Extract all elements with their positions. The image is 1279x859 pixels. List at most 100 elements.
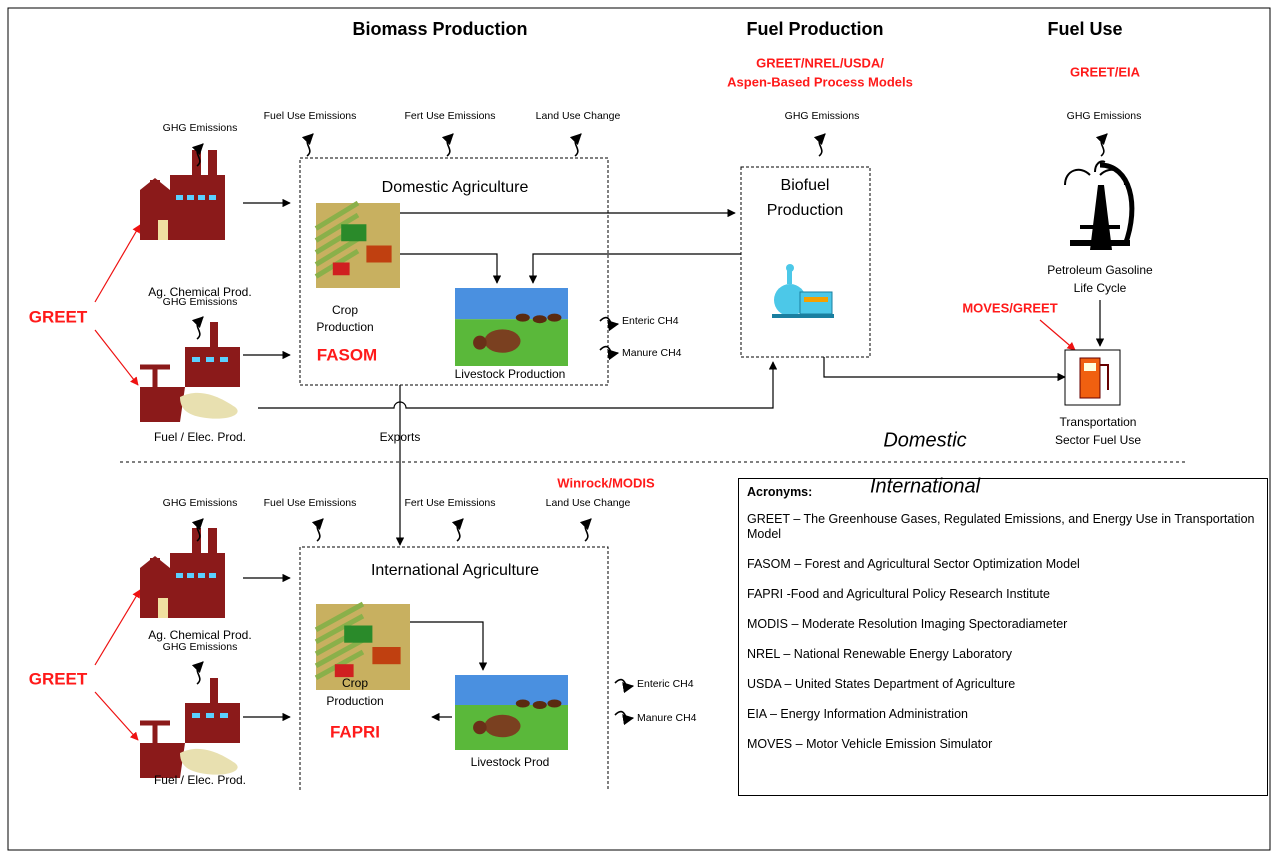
acronym-item: MODIS – Moderate Resolution Imaging Spec… — [747, 617, 1259, 632]
red-arrows — [94, 224, 1076, 741]
label: Petroleum Gasoline — [1047, 263, 1153, 277]
label: International — [870, 475, 981, 497]
label: GREET/EIA — [1070, 64, 1141, 79]
row — [314, 637, 365, 668]
ship — [140, 743, 185, 778]
label: Enteric CH4 — [622, 315, 679, 327]
label: Ag. Chemical Prod. — [148, 285, 251, 299]
cow — [484, 714, 521, 738]
window — [206, 713, 214, 718]
label: GHG Emissions — [785, 110, 860, 122]
label: Production — [326, 694, 383, 708]
window — [206, 357, 214, 362]
label: GHG Emissions — [163, 296, 238, 308]
label: GHG Emissions — [1067, 110, 1142, 122]
acronym-term: MODIS — [747, 617, 788, 631]
acronym-definition: – United States Department of Agricultur… — [784, 677, 1016, 691]
acronym-definition: – The Greenhouse Gases, Regulated Emissi… — [747, 512, 1255, 541]
factory-part — [192, 528, 201, 568]
row — [314, 236, 360, 267]
acronym-definition: – Forest and Agricultural Sector Optimiz… — [794, 557, 1080, 571]
label: Fert Use Emissions — [404, 497, 495, 509]
emission-squiggle — [579, 518, 592, 542]
acronyms-title: Acronyms: — [747, 485, 813, 499]
factory-icon — [140, 528, 225, 618]
factory-window — [187, 573, 194, 578]
tank — [140, 720, 170, 743]
acronym-term: FASOM — [747, 557, 791, 571]
acronym-item: MOVES – Motor Vehicle Emission Simulator — [747, 737, 1259, 752]
stack — [210, 678, 218, 708]
factory-part — [208, 150, 217, 190]
emission-squiggle — [1095, 133, 1108, 157]
acronym-item: GREET – The Greenhouse Gases, Regulated … — [747, 512, 1259, 542]
fuel-plant-icon — [140, 322, 240, 422]
label: Exports — [380, 430, 421, 444]
petroleum-icon — [1064, 160, 1135, 250]
emission-squiggle — [191, 143, 204, 167]
emission-squiggle — [191, 661, 204, 685]
label: Manure CH4 — [622, 347, 682, 359]
output-squiggle — [599, 345, 620, 361]
label: Fuel Use Emissions — [264, 110, 357, 122]
trailer — [372, 647, 401, 665]
cow — [484, 329, 521, 353]
label: Aspen-Based Process Models — [727, 74, 913, 89]
tractor — [332, 262, 350, 276]
fuel-plant-icon — [140, 678, 240, 778]
domestic-agriculture-box — [299, 157, 609, 386]
window — [220, 713, 228, 718]
tank — [140, 364, 170, 387]
label: FASOM — [317, 345, 377, 364]
label: Fuel / Elec. Prod. — [154, 430, 246, 444]
fuel-stream — [180, 392, 238, 419]
factory-window — [187, 195, 194, 200]
factory-window — [198, 573, 205, 578]
label: Sector Fuel Use — [1055, 433, 1141, 447]
emission-squiggle — [311, 518, 324, 542]
cow-far — [547, 699, 562, 708]
frame — [7, 7, 1271, 851]
emission-squiggle — [451, 518, 464, 542]
label: Fuel Production — [747, 19, 884, 39]
label: Production — [767, 202, 844, 219]
label: Fuel Use — [1047, 19, 1122, 39]
acronym-definition: – Energy Information Administration — [769, 707, 968, 721]
label: Manure CH4 — [637, 712, 697, 724]
output-squiggle — [614, 678, 635, 694]
acronym-item: EIA – Energy Information Administration — [747, 707, 1259, 722]
label: GREET — [29, 307, 88, 326]
biofuel-box — [740, 166, 871, 358]
acronym-definition: – National Renewable Energy Laboratory — [783, 647, 1012, 661]
factory-roof — [140, 556, 170, 568]
label: Crop — [342, 676, 368, 690]
acronym-term: NREL — [747, 647, 780, 661]
cow-head — [473, 335, 487, 350]
emission-squiggle — [191, 316, 204, 340]
label: Domestic Agriculture — [382, 179, 529, 196]
combine — [344, 625, 373, 643]
cow-far — [547, 313, 562, 322]
sky — [455, 675, 568, 705]
factory-door — [158, 598, 168, 618]
acronym-item: FAPRI -Food and Agricultural Policy Rese… — [747, 587, 1259, 602]
factory-window — [176, 573, 183, 578]
label: Livestock Prod — [471, 755, 550, 769]
row — [314, 200, 360, 231]
label: GHG Emissions — [163, 641, 238, 653]
factory-part — [192, 150, 201, 190]
acronym-item: NREL – National Renewable Energy Laborat… — [747, 647, 1259, 662]
tractor — [334, 664, 354, 678]
building — [185, 347, 240, 387]
label: GREET — [29, 669, 88, 688]
arrows — [243, 198, 1105, 722]
label: Fuel / Elec. Prod. — [154, 773, 246, 787]
label: Fuel Use Emissions — [264, 497, 357, 509]
crop-image — [314, 601, 410, 690]
factory-door — [158, 220, 168, 240]
pump-icon — [1064, 349, 1121, 406]
factory-part — [208, 528, 217, 568]
label: FAPRI — [330, 722, 380, 741]
label: GHG Emissions — [163, 122, 238, 134]
